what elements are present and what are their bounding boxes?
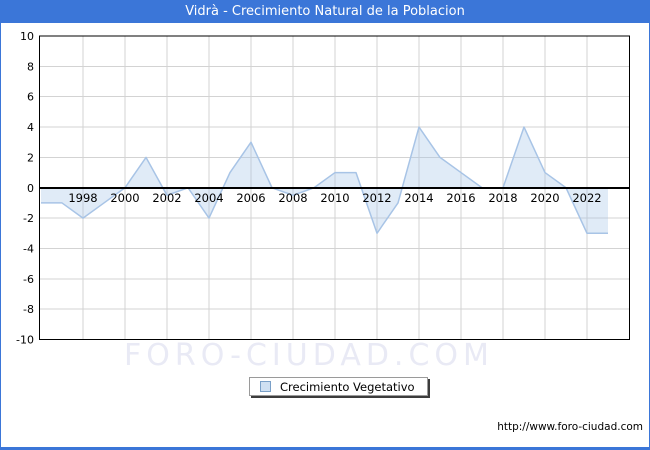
- y-tick-label: -10: [16, 334, 34, 347]
- page-title: Vidrà - Crecimiento Natural de la Poblac…: [185, 4, 465, 19]
- legend-box[interactable]: Crecimiento Vegetativo: [249, 377, 428, 396]
- series-line: [41, 126, 608, 235]
- x-tick-label: 2000: [110, 191, 139, 205]
- x-tick-label: 2020: [530, 191, 559, 205]
- y-tick-label: -8: [23, 303, 34, 316]
- plot-border: [39, 35, 630, 340]
- x-tick-label: 2010: [320, 191, 349, 205]
- y-tick-label: 2: [27, 151, 34, 164]
- x-tick-label: 2012: [362, 191, 391, 205]
- y-tick-label: -6: [23, 273, 34, 286]
- x-tick-label: 2008: [278, 191, 307, 205]
- footer-url-link[interactable]: http://www.foro-ciudad.com: [497, 421, 643, 433]
- y-tick-label: -2: [23, 212, 34, 225]
- x-tick-label: 2014: [404, 191, 433, 205]
- y-tick-label: -4: [23, 242, 34, 255]
- y-tick-label: 4: [27, 121, 34, 134]
- x-tick-label: 2016: [446, 191, 475, 205]
- legend-label: Crecimiento Vegetativo: [280, 379, 415, 394]
- title-bar: Vidrà - Crecimiento Natural de la Poblac…: [1, 1, 649, 23]
- x-tick-label: 2004: [194, 191, 223, 205]
- x-tick-label: 2006: [236, 191, 265, 205]
- watermark: FORO-CIUDAD.COM: [124, 338, 494, 373]
- y-tick-label: 10: [20, 30, 34, 43]
- legend-swatch-icon: [260, 381, 271, 392]
- x-tick-label: 1998: [68, 191, 97, 205]
- y-tick-label: 6: [27, 91, 34, 104]
- y-tick-label: 0: [27, 182, 34, 195]
- y-tick-label: 8: [27, 60, 34, 73]
- x-tick-label: 2018: [488, 191, 517, 205]
- x-tick-label: 2022: [572, 191, 601, 205]
- x-tick-label: 2002: [152, 191, 181, 205]
